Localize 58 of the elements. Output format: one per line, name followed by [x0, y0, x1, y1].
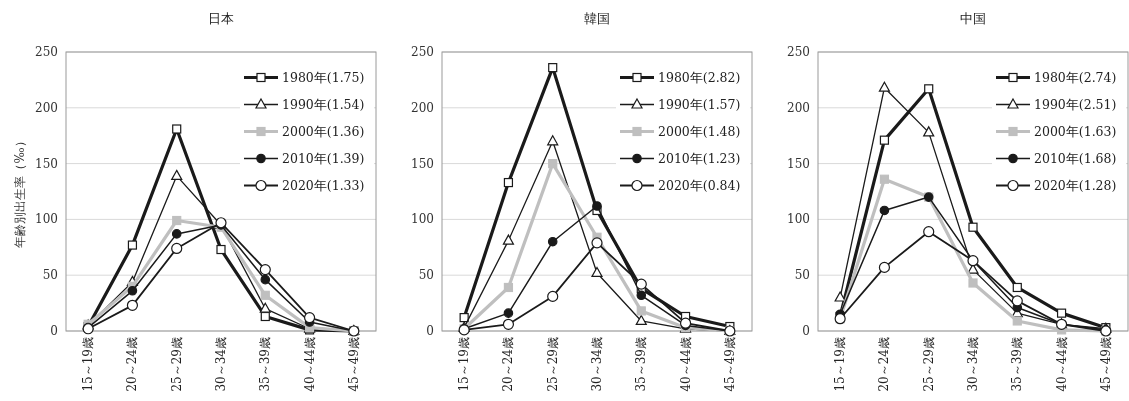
x-tick-label: 40～44歳: [302, 337, 317, 392]
x-tick-label: 15～19歳: [81, 337, 96, 392]
legend-label: 2010年(1.23): [658, 151, 741, 166]
y-tick-label: 0: [50, 324, 58, 338]
y-tick-label: 0: [802, 324, 810, 338]
y-tick-label: 100: [35, 212, 58, 227]
x-tick-label: 20～24歳: [125, 337, 140, 392]
legend-label: 1980年(2.82): [658, 70, 741, 85]
chart-title: 中国: [960, 11, 986, 26]
x-tick-label: 35～39歳: [1010, 337, 1025, 392]
legend-label: 2000年(1.63): [1034, 124, 1117, 139]
legend-label: 1980年(1.75): [282, 70, 365, 85]
y-tick-label: 250: [35, 45, 58, 59]
y-tick-label: 150: [35, 156, 58, 171]
legend-label: 2010年(1.39): [282, 151, 365, 166]
y-tick-label: 150: [787, 156, 810, 171]
x-tick-label: 45～49歳: [722, 337, 737, 392]
legend-label: 2000年(1.48): [658, 124, 741, 139]
y-tick-label: 150: [411, 156, 434, 171]
x-tick-label: 40～44歳: [1054, 337, 1069, 392]
legend-label: 2000年(1.36): [282, 124, 365, 139]
legend-label: 1980年(2.74): [1034, 70, 1117, 85]
y-axis-title: 年齢別出生率（‰）: [13, 135, 27, 248]
y-tick-label: 50: [42, 268, 58, 283]
y-tick-label: 200: [411, 100, 434, 115]
y-tick-label: 50: [418, 268, 434, 283]
legend-label: 1990年(2.51): [1034, 97, 1117, 112]
x-tick-label: 20～24歳: [501, 337, 516, 392]
chart-title: 韓国: [584, 11, 610, 26]
y-tick-label: 200: [787, 100, 810, 115]
x-tick-label: 25～29歳: [921, 337, 936, 392]
x-tick-label: 45～49歳: [1098, 337, 1113, 392]
x-tick-label: 15～19歳: [833, 337, 848, 392]
legend-label: 1990年(1.57): [658, 97, 741, 112]
x-tick-label: 20～24歳: [877, 337, 892, 392]
x-tick-label: 40～44歳: [678, 337, 693, 392]
y-tick-label: 0: [426, 324, 434, 338]
y-tick-label: 200: [35, 100, 58, 115]
legend-label: 2010年(1.68): [1034, 151, 1117, 166]
chart-title: 日本: [208, 11, 234, 26]
legend-label: 2020年(1.33): [282, 178, 365, 193]
legend-label: 2020年(0.84): [658, 178, 741, 193]
y-tick-label: 250: [411, 45, 434, 59]
x-tick-label: 45～49歳: [346, 337, 361, 392]
x-tick-label: 30～34歳: [590, 337, 604, 392]
x-tick-label: 35～39歳: [634, 337, 649, 392]
x-tick-label: 35～39歳: [258, 337, 273, 392]
legend-label: 1990年(1.54): [282, 97, 365, 112]
x-tick-label: 30～34歳: [966, 337, 980, 392]
x-tick-label: 30～34歳: [214, 337, 228, 392]
legend-label: 2020年(1.28): [1034, 178, 1117, 193]
y-tick-label: 250: [787, 45, 810, 59]
x-tick-label: 15～19歳: [457, 337, 472, 392]
x-tick-label: 25～29歳: [545, 337, 560, 392]
y-tick-label: 100: [787, 212, 810, 227]
x-tick-label: 25～29歳: [169, 337, 184, 392]
y-tick-label: 50: [794, 268, 810, 283]
y-tick-label: 100: [411, 212, 434, 227]
